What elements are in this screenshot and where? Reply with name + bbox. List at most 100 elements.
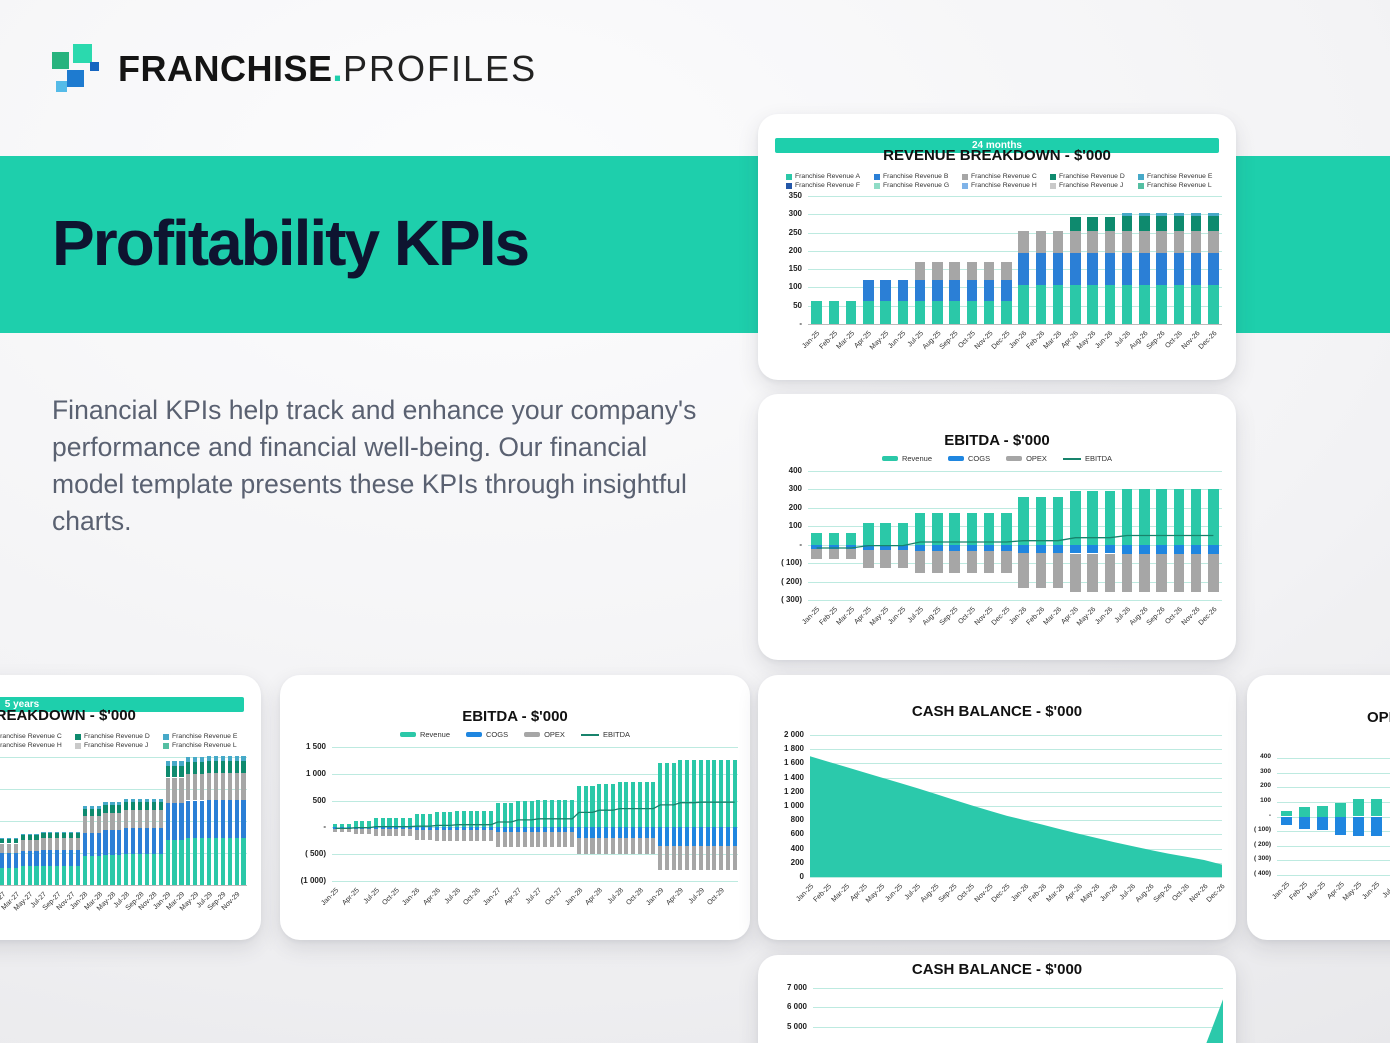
revenue-bar	[495, 802, 500, 828]
bar-segment	[932, 280, 943, 302]
revenue-bar	[732, 759, 737, 828]
revenue-bar	[434, 811, 439, 828]
opex-bar	[414, 829, 419, 840]
revenue-bar	[346, 824, 351, 828]
bar-segment	[0, 843, 5, 854]
bar-segment	[186, 761, 191, 774]
bar-segment	[914, 261, 926, 281]
brand-logo: FRANCHISE.PROFILES	[52, 44, 537, 94]
positive-bar	[1280, 810, 1292, 817]
grid-line	[808, 581, 1222, 583]
revenue-bar	[414, 813, 419, 828]
bar-segment	[200, 773, 205, 801]
logo-squares-icon	[52, 44, 102, 94]
cogs-bar	[434, 827, 439, 830]
cogs-bar	[631, 827, 636, 839]
bar-segment	[165, 765, 170, 778]
y-axis-label: 0	[799, 872, 804, 881]
bar-segment	[124, 828, 129, 854]
bar-segment	[220, 760, 225, 774]
revenue-bar	[597, 784, 602, 828]
cogs-bar	[678, 827, 683, 846]
bar-segment	[34, 835, 39, 840]
grid-line	[808, 250, 1222, 252]
legend-swatch-icon	[466, 732, 482, 737]
bar-segment	[234, 773, 239, 800]
revenue-bar	[914, 513, 926, 545]
revenue-bar	[1087, 490, 1098, 545]
cogs-bar	[1208, 544, 1219, 554]
bar-segment	[117, 812, 122, 831]
revenue-bar	[949, 513, 960, 545]
revenue-bar	[340, 824, 345, 828]
bar-segment	[20, 839, 25, 851]
bar-segment	[1173, 284, 1185, 324]
bar-segment	[103, 812, 108, 831]
bar-segment	[193, 800, 198, 839]
bar-segment	[200, 838, 205, 885]
bar-segment	[117, 854, 122, 885]
legend-item: EBITDA	[1062, 454, 1112, 463]
cogs-bar	[1052, 544, 1064, 553]
cogs-bar	[522, 827, 527, 833]
bar-segment	[1156, 252, 1167, 285]
bar-segment	[131, 853, 136, 885]
revenue-bar	[719, 759, 724, 828]
bar-segment	[124, 810, 129, 829]
revenue-bar	[845, 533, 857, 545]
bar-segment	[1190, 212, 1202, 217]
opex-bar	[811, 549, 822, 560]
bar-segment	[151, 799, 156, 803]
negative-bar	[1280, 816, 1292, 825]
y-axis-label: 300	[788, 209, 802, 219]
bar-segment	[158, 810, 163, 829]
y-axis-label: (1 000)	[300, 876, 326, 885]
chart-legend: Revenue COGS OPEX EBITDA	[758, 454, 1236, 463]
opex-bar	[468, 830, 473, 842]
bar-segment	[206, 799, 212, 839]
bar-segment	[117, 830, 122, 855]
legend-item: Franchise Revenue C	[0, 733, 62, 740]
bar-segment	[983, 261, 995, 281]
revenue-bar	[441, 811, 446, 828]
y-axis-label: 200	[790, 857, 804, 867]
bar-segment	[6, 853, 12, 868]
cogs-bar	[651, 827, 656, 839]
bar-segment	[27, 850, 32, 867]
opex-bar	[1001, 550, 1012, 574]
bar-segment	[213, 838, 219, 885]
bar-segment	[1208, 212, 1219, 217]
cogs-bar	[664, 827, 669, 846]
chart-title: OPE	[1367, 709, 1390, 726]
chart-plot	[813, 978, 1223, 1043]
legend-swatch-icon	[874, 182, 880, 189]
opex-bar	[610, 838, 615, 854]
y-axis-label: ( 500)	[305, 849, 326, 859]
legend-item: Franchise Revenue E	[163, 733, 251, 740]
bar-segment	[932, 261, 943, 281]
revenue-bar	[725, 759, 730, 828]
cogs-bar	[698, 827, 703, 846]
grid-line	[810, 735, 1222, 736]
bar-segment	[110, 802, 115, 805]
series-line	[335, 801, 735, 830]
bar-segment	[13, 838, 18, 844]
bar-segment	[41, 838, 46, 850]
cogs-bar	[495, 827, 500, 833]
revenue-bar	[966, 513, 978, 545]
opex-bar	[529, 832, 534, 847]
revenue-bar	[604, 784, 609, 828]
area-series	[810, 756, 1222, 877]
cogs-bar	[671, 827, 676, 846]
revenue-bar	[712, 759, 717, 828]
bar-segment	[220, 838, 225, 885]
bar-segment	[1208, 216, 1219, 231]
bar-segment	[117, 802, 122, 805]
bar-segment	[144, 802, 150, 811]
opex-bar	[725, 845, 730, 870]
grid-line	[0, 853, 247, 854]
bar-segment	[966, 301, 978, 324]
y-axis-label: 400	[788, 466, 802, 475]
revenue-bar	[570, 799, 575, 828]
bar-segment	[1156, 212, 1167, 217]
